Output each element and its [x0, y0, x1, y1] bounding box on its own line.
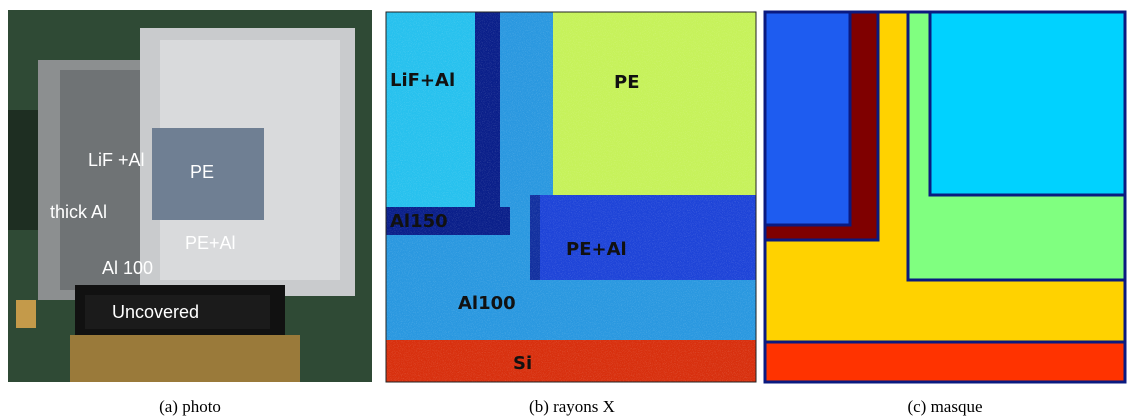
photo-label: Al 100: [102, 258, 153, 278]
figure: LiF +Al PE thick Al PE+Al Al 100 Uncover…: [0, 0, 1131, 420]
xray-label: Al150: [390, 211, 448, 232]
photo-label: PE+Al: [185, 233, 236, 253]
mask-panel: (c) masque: [765, 12, 1125, 416]
photo-panel: LiF +Al PE thick Al PE+Al Al 100 Uncover…: [8, 10, 372, 416]
caption: (b) rayons X: [529, 397, 615, 416]
photo-label: thick Al: [50, 202, 107, 222]
photo-label: PE: [190, 162, 214, 182]
xray-panel: LiF+Al PE Al150 PE+Al Al100 Si (b) rayon…: [386, 12, 756, 416]
caption: (c) masque: [907, 397, 982, 416]
photo-label: LiF +Al: [88, 150, 145, 170]
xray-label: Si: [513, 353, 532, 374]
xray-label: PE: [614, 72, 640, 93]
xray-label: PE+Al: [566, 239, 627, 260]
xray-label: LiF+Al: [390, 70, 455, 91]
caption: (a) photo: [159, 397, 221, 416]
xray-label: Al100: [458, 293, 516, 314]
photo-label: Uncovered: [112, 302, 199, 322]
